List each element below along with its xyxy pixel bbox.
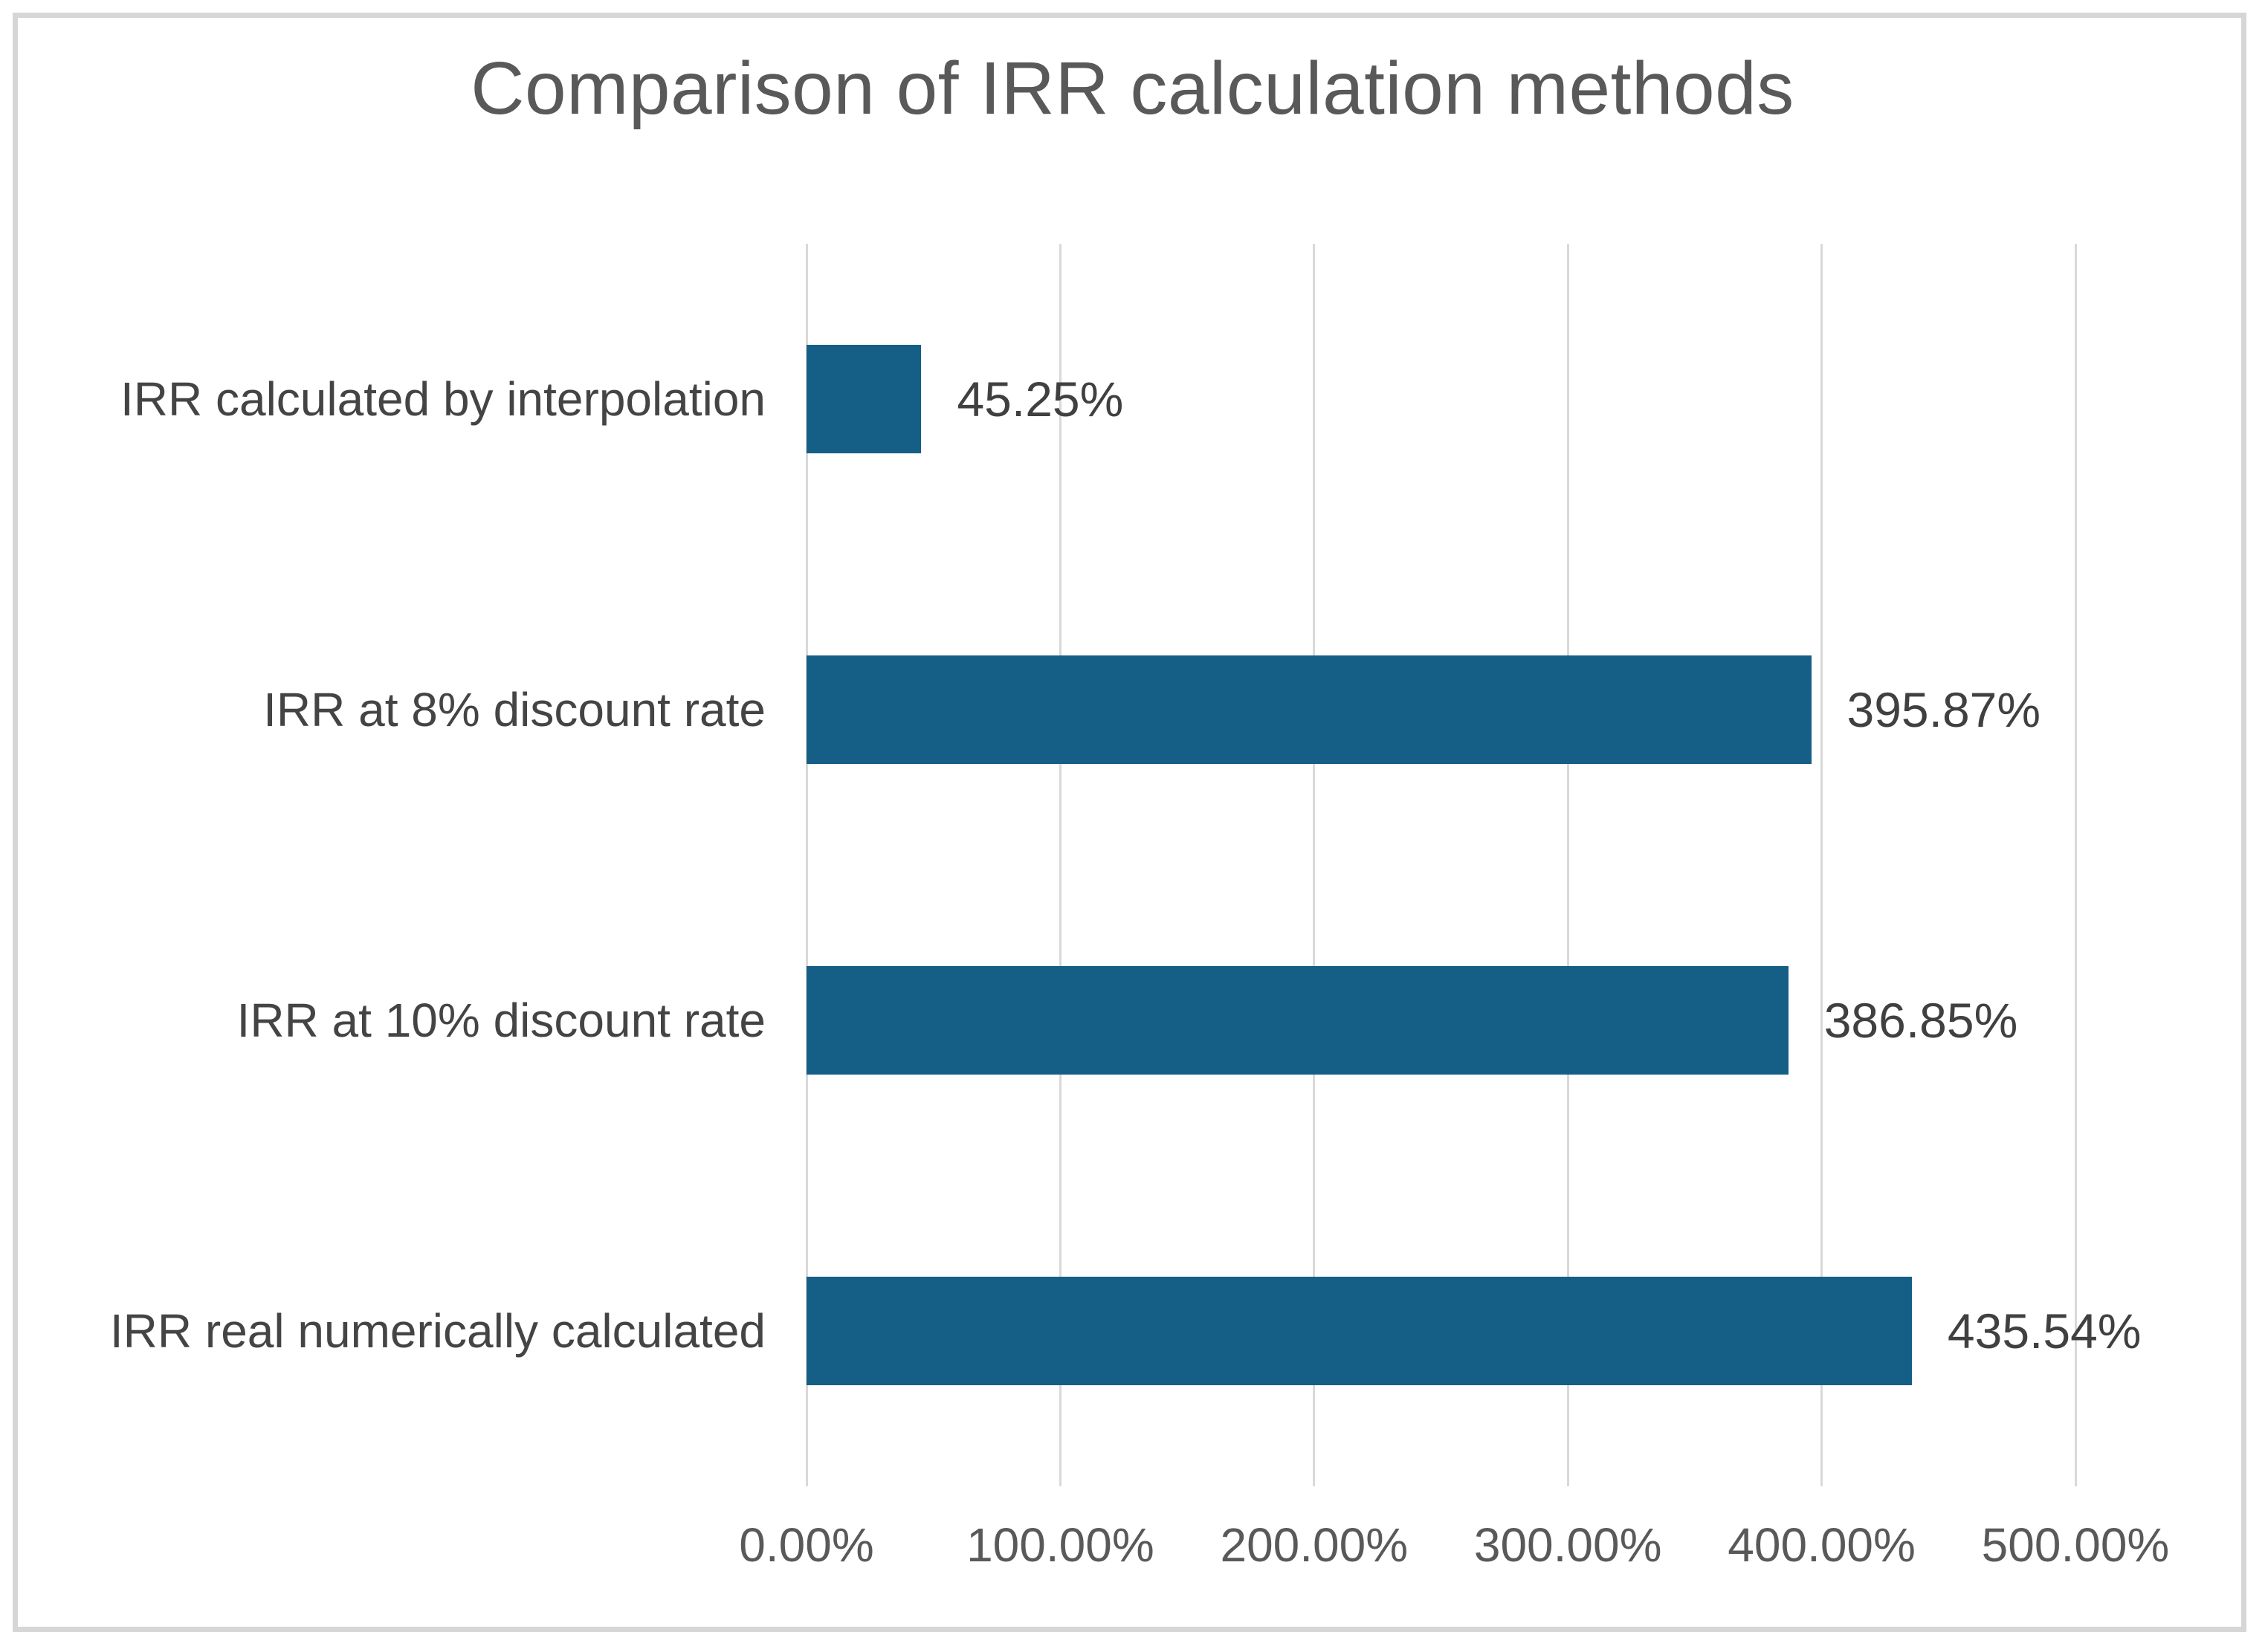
gridline bbox=[805, 244, 808, 1486]
bar bbox=[807, 1277, 1912, 1385]
category-label: IRR at 8% discount rate bbox=[263, 683, 766, 736]
x-axis-tick-label: 0.00% bbox=[739, 1518, 874, 1572]
data-label: 45.25% bbox=[957, 372, 1124, 427]
x-axis-tick-label: 300.00% bbox=[1473, 1518, 1662, 1572]
data-label: 395.87% bbox=[1846, 682, 2041, 737]
gridline bbox=[2074, 244, 2077, 1486]
bar bbox=[807, 966, 1789, 1075]
gridline bbox=[1820, 244, 1823, 1486]
bar bbox=[807, 655, 1812, 764]
x-axis-tick-label: 200.00% bbox=[1220, 1518, 1409, 1572]
data-label: 386.85% bbox=[1823, 993, 2018, 1048]
bar bbox=[807, 345, 922, 453]
category-label: IRR real numerically calculated bbox=[109, 1304, 766, 1358]
gridline bbox=[1313, 244, 1316, 1486]
gridline bbox=[1566, 244, 1569, 1486]
data-label: 435.54% bbox=[1947, 1303, 2142, 1358]
x-axis-tick-label: 100.00% bbox=[966, 1518, 1154, 1572]
x-axis-tick-label: 500.00% bbox=[1981, 1518, 2170, 1572]
x-axis-tick-label: 400.00% bbox=[1728, 1518, 1916, 1572]
category-label: IRR at 10% discount rate bbox=[236, 994, 766, 1047]
chart-title: Comparison of IRR calculation methods bbox=[471, 47, 1794, 130]
gridline bbox=[1059, 244, 1062, 1486]
plot-area bbox=[805, 244, 2077, 1486]
category-label: IRR calculated by interpolation bbox=[120, 372, 766, 426]
